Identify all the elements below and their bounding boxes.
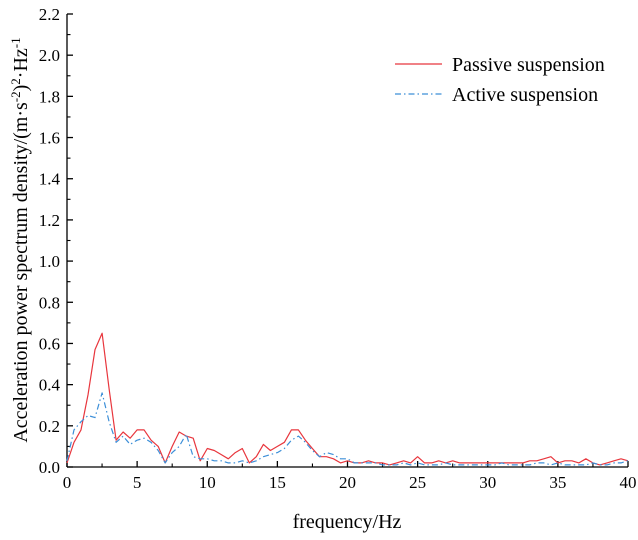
y-tick-label: 1.2 — [39, 211, 60, 230]
y-tick-label: 0.0 — [39, 458, 60, 477]
x-tick-label: 5 — [133, 473, 142, 492]
x-tick-label: 30 — [479, 473, 496, 492]
x-axis-title: frequency/Hz — [293, 511, 402, 533]
y-tick-label: 1.0 — [39, 252, 60, 271]
y-tick-label: 1.4 — [39, 170, 61, 189]
x-tick-label: 0 — [63, 473, 72, 492]
y-axis-title-mid-2: ·Hz — [10, 48, 32, 78]
active-suspension-line — [66, 392, 629, 466]
y-tick-label: 0.6 — [39, 334, 60, 353]
y-axis-title-main: Acceleration power spectrum density/(m·s — [10, 102, 32, 443]
x-tick-label: 15 — [269, 473, 286, 492]
y-axis-title-sup-1: -2 — [8, 91, 23, 102]
x-tick-label: 20 — [339, 473, 356, 492]
legend: Passive suspension Active suspension — [395, 54, 605, 106]
axes — [66, 14, 628, 468]
axis-ticks: 0 5 10 15 20 25 30 35 40 0.0 0.2 0.4 0.6 0.8 1.0 1.2 1.4… — [39, 5, 637, 492]
x-tick-label: 40 — [620, 473, 637, 492]
x-tick-label: 10 — [199, 473, 216, 492]
y-tick-label: 0.8 — [39, 293, 60, 312]
y-axis-title: Acceleration power spectrum density/(m·s… — [8, 37, 32, 442]
y-tick-label: 2.2 — [39, 5, 60, 24]
plot-series — [66, 332, 629, 466]
y-axis-title-sup-3: -1 — [8, 37, 23, 48]
x-tick-label: 35 — [549, 473, 566, 492]
y-tick-label: 2.0 — [39, 46, 60, 65]
y-tick-label: 1.6 — [39, 129, 60, 148]
y-tick-label: 0.2 — [39, 417, 60, 436]
passive-suspension-line — [66, 332, 629, 466]
legend-label: Active suspension — [452, 84, 598, 106]
y-axis-title-mid: ) — [10, 85, 32, 92]
y-tick-label: 1.8 — [39, 87, 60, 106]
x-tick-label: 25 — [409, 473, 426, 492]
y-tick-label: 0.4 — [39, 376, 61, 395]
legend-label: Passive suspension — [452, 54, 605, 76]
y-axis-title-sup-2: 2 — [8, 78, 23, 85]
